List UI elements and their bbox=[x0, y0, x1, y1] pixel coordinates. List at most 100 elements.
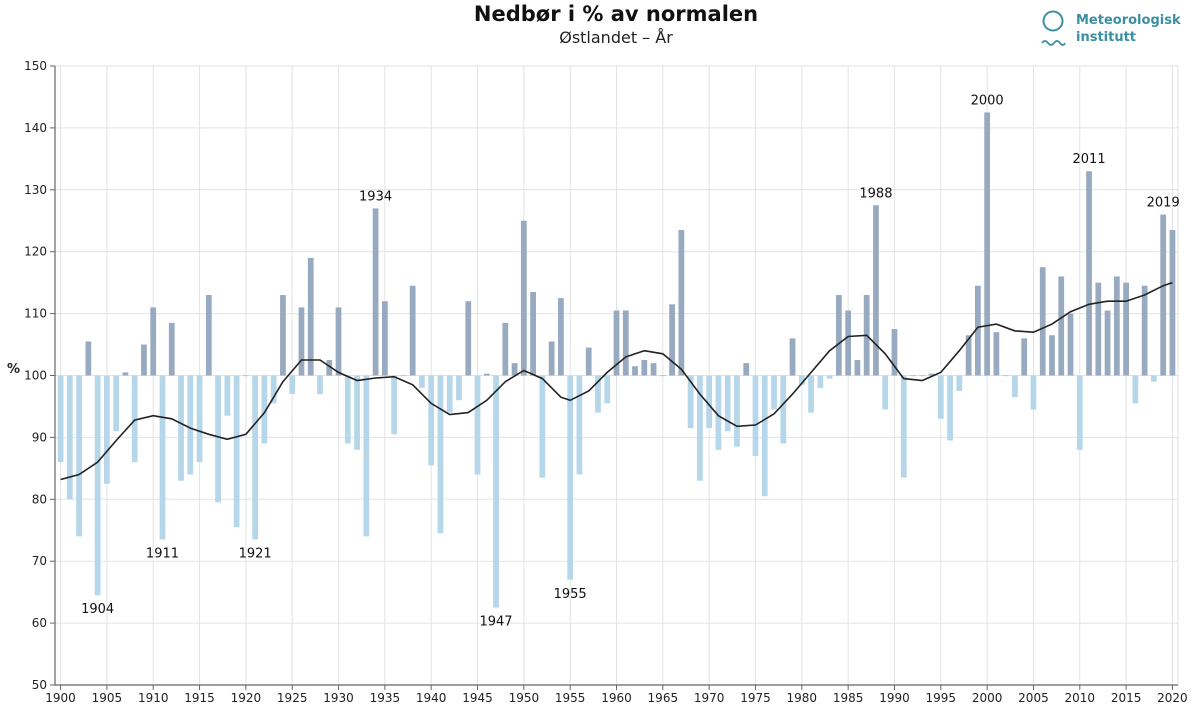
bar-1992 bbox=[910, 375, 916, 377]
y-tick-label: 50 bbox=[32, 678, 47, 692]
bar-1988 bbox=[873, 205, 879, 376]
bar-1938 bbox=[409, 285, 416, 376]
x-tick-label: 1980 bbox=[787, 691, 818, 705]
bar-1951 bbox=[530, 291, 536, 376]
bar-1924 bbox=[280, 295, 286, 376]
bar-1903 bbox=[85, 341, 92, 376]
bar-1957 bbox=[585, 347, 592, 376]
bar-2006 bbox=[1039, 267, 1046, 376]
bar-1975 bbox=[752, 375, 759, 456]
bar-1935 bbox=[381, 301, 388, 376]
bar-1937 bbox=[400, 375, 407, 377]
bar-1921 bbox=[252, 375, 259, 540]
bar-1984 bbox=[836, 295, 842, 376]
bar-1958 bbox=[595, 375, 601, 413]
bar-2003 bbox=[1012, 375, 1018, 398]
bar-1970 bbox=[706, 375, 713, 429]
chart-title: Nedbør i % av normalen bbox=[473, 2, 759, 26]
annotation-1988: 1988 bbox=[859, 186, 892, 201]
bar-1925 bbox=[289, 375, 296, 395]
y-tick-label: 80 bbox=[32, 492, 47, 506]
annotation-2011: 2011 bbox=[1073, 152, 1106, 167]
bar-1978 bbox=[780, 375, 787, 444]
annotation-2000: 2000 bbox=[971, 93, 1004, 108]
bar-1912 bbox=[168, 322, 175, 376]
x-tick-label: 2020 bbox=[1157, 691, 1188, 705]
bar-2004 bbox=[1021, 338, 1028, 376]
bar-1994 bbox=[928, 373, 935, 376]
bar-1929 bbox=[326, 360, 333, 376]
bar-1961 bbox=[622, 310, 629, 376]
annotation-2019: 2019 bbox=[1147, 196, 1180, 211]
bar-1956 bbox=[576, 375, 583, 475]
bar-1936 bbox=[391, 375, 397, 435]
bar-2009 bbox=[1067, 313, 1074, 376]
bar-1916 bbox=[205, 295, 212, 376]
bar-1915 bbox=[196, 375, 203, 463]
bar-1980 bbox=[798, 375, 805, 385]
bar-1934 bbox=[372, 208, 379, 376]
bar-2010 bbox=[1076, 375, 1083, 450]
bar-1949 bbox=[511, 363, 518, 376]
bar-1947 bbox=[493, 375, 499, 608]
bar-1955 bbox=[567, 375, 574, 580]
y-tick-label: 100 bbox=[24, 369, 47, 383]
bar-1973 bbox=[734, 375, 740, 447]
bar-1920 bbox=[243, 375, 249, 377]
x-tick-label: 1900 bbox=[45, 691, 76, 705]
logo-text-line1: Meteorologisk bbox=[1076, 13, 1181, 28]
y-tick-label: 70 bbox=[32, 554, 47, 568]
bar-1928 bbox=[317, 375, 323, 395]
y-tick-label: 110 bbox=[24, 307, 47, 321]
bar-1926 bbox=[298, 307, 305, 376]
x-tick-label: 1975 bbox=[740, 691, 771, 705]
bar-2016 bbox=[1132, 375, 1139, 404]
bar-1981 bbox=[808, 375, 814, 413]
bar-1977 bbox=[771, 375, 777, 410]
x-tick-label: 2010 bbox=[1065, 691, 1096, 705]
bar-1991 bbox=[900, 375, 907, 478]
bar-1900 bbox=[57, 375, 64, 463]
bar-1990 bbox=[891, 329, 898, 376]
x-tick-label: 1940 bbox=[416, 691, 447, 705]
bar-1918 bbox=[224, 375, 231, 416]
bar-1993 bbox=[919, 375, 926, 377]
bar-1907 bbox=[122, 372, 129, 376]
bar-1945 bbox=[474, 375, 481, 475]
bar-2011 bbox=[1086, 171, 1092, 376]
met-logo: Meteorologisk institutt bbox=[1040, 10, 1181, 52]
bar-1922 bbox=[261, 375, 268, 444]
bar-2020 bbox=[1169, 230, 1176, 376]
bar-1931 bbox=[344, 375, 351, 444]
x-tick-label: 1965 bbox=[648, 691, 679, 705]
bar-1966 bbox=[669, 304, 675, 376]
bar-1998 bbox=[965, 335, 972, 376]
x-tick-label: 1995 bbox=[926, 691, 957, 705]
met-logo-icon bbox=[1041, 10, 1066, 46]
y-tick-label: 90 bbox=[32, 430, 47, 444]
bar-1959 bbox=[604, 375, 611, 404]
bar-1963 bbox=[641, 360, 648, 376]
bar-1944 bbox=[465, 301, 472, 376]
chart-subtitle: Østlandet – År bbox=[559, 28, 673, 47]
bar-2001 bbox=[993, 332, 1000, 376]
bar-1905 bbox=[104, 375, 110, 484]
bar-1923 bbox=[270, 375, 277, 404]
bar-1967 bbox=[678, 230, 685, 376]
bar-1986 bbox=[854, 360, 861, 376]
x-tick-label: 1985 bbox=[833, 691, 864, 705]
y-tick-label: 150 bbox=[24, 59, 47, 73]
bar-2012 bbox=[1095, 282, 1102, 376]
x-tick-label: 2000 bbox=[972, 691, 1003, 705]
bar-1927 bbox=[307, 257, 314, 376]
bar-1910 bbox=[150, 307, 157, 376]
x-tick-label: 1915 bbox=[184, 691, 215, 705]
bar-2015 bbox=[1123, 282, 1129, 376]
bar-2013 bbox=[1104, 310, 1111, 376]
bar-1911 bbox=[159, 375, 166, 540]
x-tick-label: 2015 bbox=[1111, 691, 1142, 705]
annotation-1911: 1911 bbox=[146, 547, 179, 562]
bar-1948 bbox=[502, 322, 509, 376]
bar-2014 bbox=[1113, 276, 1120, 376]
